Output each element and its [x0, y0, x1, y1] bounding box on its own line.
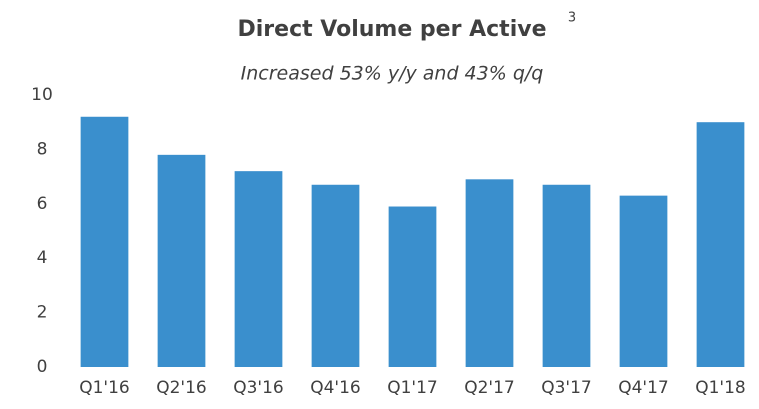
y-tick-label: 0 [37, 357, 48, 377]
chart-subtitle: Increased 53% y/y and 43% q/q [241, 63, 544, 85]
title-superscript: 3 [568, 11, 576, 26]
x-tick-label: Q4'17 [618, 378, 669, 398]
bar [542, 184, 591, 367]
bar [619, 195, 668, 367]
x-tick-label: Q2'17 [464, 378, 515, 398]
y-tick-label: 8 [37, 139, 48, 159]
x-tick-label: Q4'16 [310, 378, 361, 398]
bar [80, 116, 129, 367]
y-tick-label: 2 [37, 303, 48, 323]
chart-title: Direct Volume per Active [238, 17, 547, 42]
bar [388, 206, 437, 367]
bar [465, 179, 514, 367]
bar [311, 184, 360, 367]
x-tick-label: Q1'16 [79, 378, 130, 398]
x-tick-label: Q3'17 [541, 378, 592, 398]
x-tick-label: Q3'16 [233, 378, 284, 398]
x-tick-label: Q2'16 [156, 378, 207, 398]
x-tick-label: Q1'17 [387, 378, 438, 398]
bar [696, 122, 745, 367]
y-tick-label: 4 [37, 248, 48, 268]
y-tick-label: 10 [31, 85, 53, 105]
x-tick-label: Q1'18 [695, 378, 746, 398]
bar [157, 154, 206, 367]
bar [234, 171, 283, 367]
y-tick-label: 6 [37, 194, 48, 214]
